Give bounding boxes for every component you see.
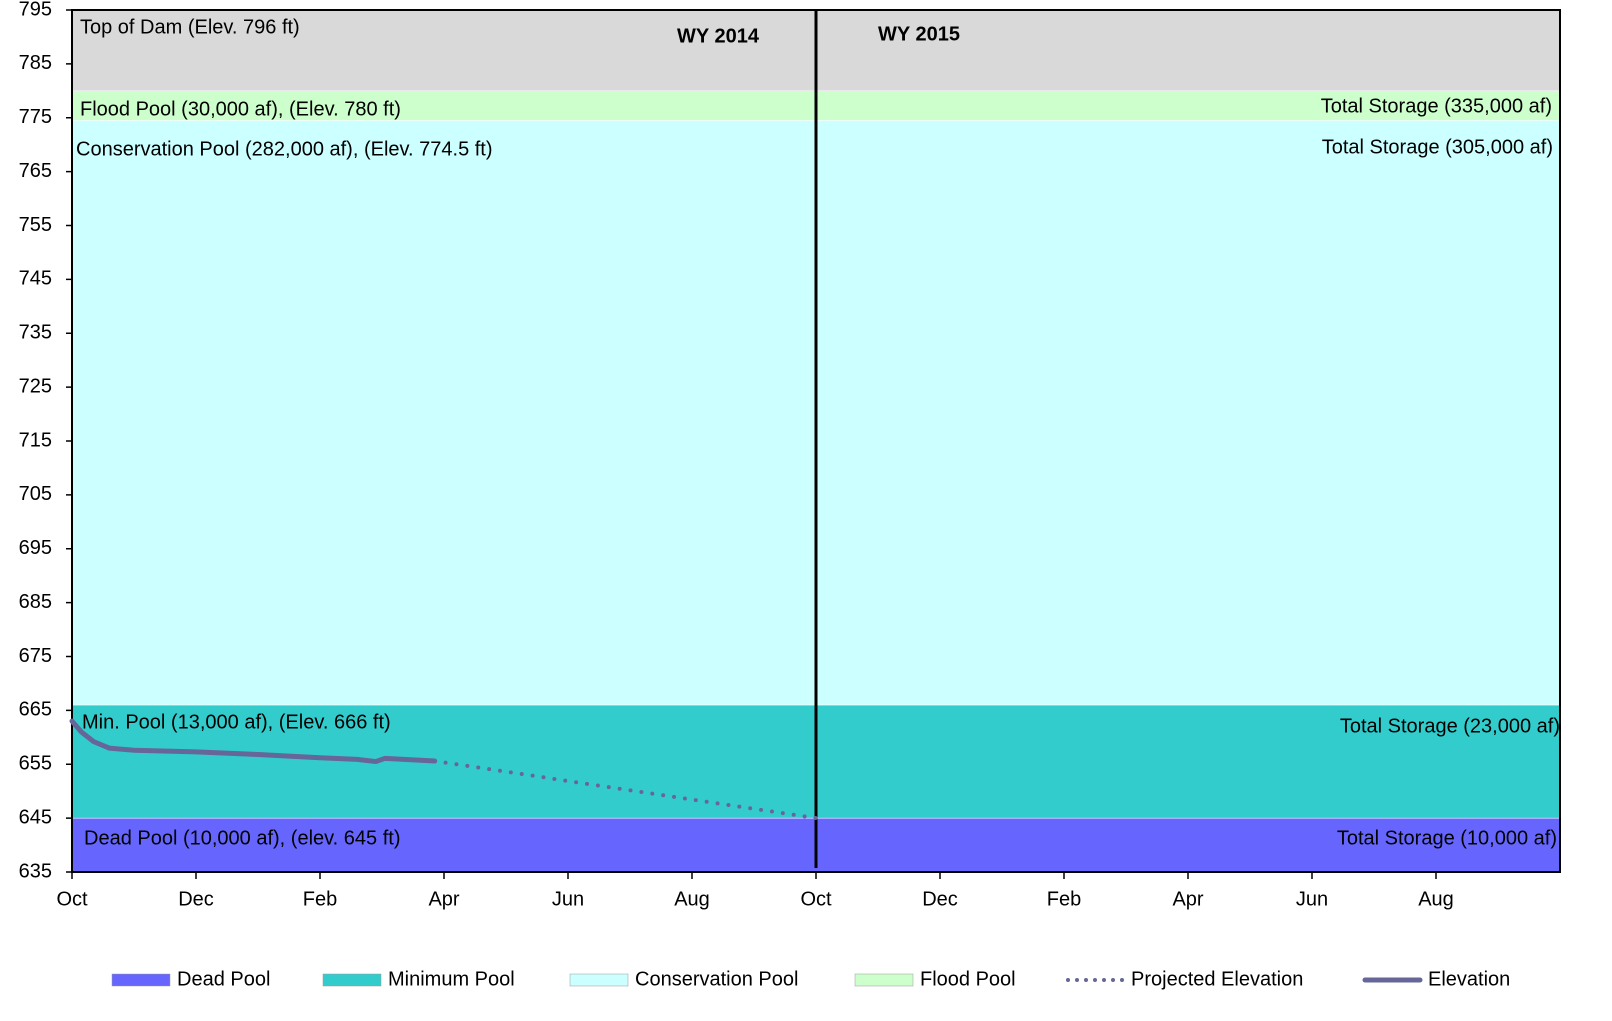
y-tick-label: 795 — [19, 0, 52, 20]
annotation: Top of Dam (Elev. 796 ft) — [80, 16, 300, 38]
x-tick-label: Dec — [178, 888, 214, 910]
x-tick-label: Apr — [428, 888, 459, 910]
legend-swatch — [569, 973, 629, 987]
y-tick-label: 655 — [19, 753, 52, 775]
legend-label: Minimum Pool — [388, 968, 515, 990]
y-tick-label: 745 — [19, 268, 52, 290]
y-tick-label: 765 — [19, 160, 52, 182]
x-tick-label: Oct — [56, 888, 88, 910]
y-tick-label: 685 — [19, 591, 52, 613]
y-tick-label: 755 — [19, 214, 52, 236]
annotation: Flood Pool (30,000 af), (Elev. 780 ft) — [80, 98, 401, 120]
legend-label: Elevation — [1428, 968, 1510, 990]
y-tick-label: 635 — [19, 860, 52, 882]
annotation: Dead Pool (10,000 af), (elev. 645 ft) — [84, 827, 400, 849]
y-tick-label: 715 — [19, 429, 52, 451]
y-tick-label: 735 — [19, 322, 52, 344]
x-tick-label: Feb — [1047, 888, 1081, 910]
y-tick-label: 675 — [19, 645, 52, 667]
y-tick-label: 695 — [19, 537, 52, 559]
annotation: Total Storage (10,000 af) — [1337, 827, 1557, 849]
x-tick-label: Feb — [303, 888, 337, 910]
y-tick-label: 725 — [19, 375, 52, 397]
annotation: Total Storage (23,000 af) — [1340, 715, 1560, 737]
annotation: Conservation Pool (282,000 af), (Elev. 7… — [76, 138, 493, 160]
legend-label: Dead Pool — [177, 968, 270, 990]
legend-swatch — [111, 973, 171, 987]
y-tick-label: 785 — [19, 52, 52, 74]
legend-swatch — [322, 973, 382, 987]
annotation: Total Storage (305,000 af) — [1322, 136, 1553, 158]
elevation-line — [432, 759, 818, 821]
elevation-line — [69, 718, 438, 765]
x-tick-label: Jun — [552, 888, 584, 910]
legend-label: Flood Pool — [920, 968, 1016, 990]
y-tick-label: 705 — [19, 483, 52, 505]
y-tick-label: 775 — [19, 106, 52, 128]
legend-label: Projected Elevation — [1131, 968, 1303, 990]
x-tick-label: Dec — [922, 888, 958, 910]
annotation: Min. Pool (13,000 af), (Elev. 666 ft) — [82, 711, 391, 733]
x-tick-label: Oct — [800, 888, 832, 910]
x-tick-label: Aug — [674, 888, 710, 910]
legend-swatch — [854, 973, 914, 987]
x-tick-label: Jun — [1296, 888, 1328, 910]
y-tick-label: 665 — [19, 699, 52, 721]
legend-label: Conservation Pool — [635, 968, 798, 990]
x-tick-label: Apr — [1172, 888, 1203, 910]
annotation: WY 2015 — [878, 23, 960, 45]
annotation: Total Storage (335,000 af) — [1321, 95, 1552, 117]
x-tick-label: Aug — [1418, 888, 1454, 910]
y-tick-label: 645 — [19, 806, 52, 828]
annotation: WY 2014 — [677, 25, 760, 47]
